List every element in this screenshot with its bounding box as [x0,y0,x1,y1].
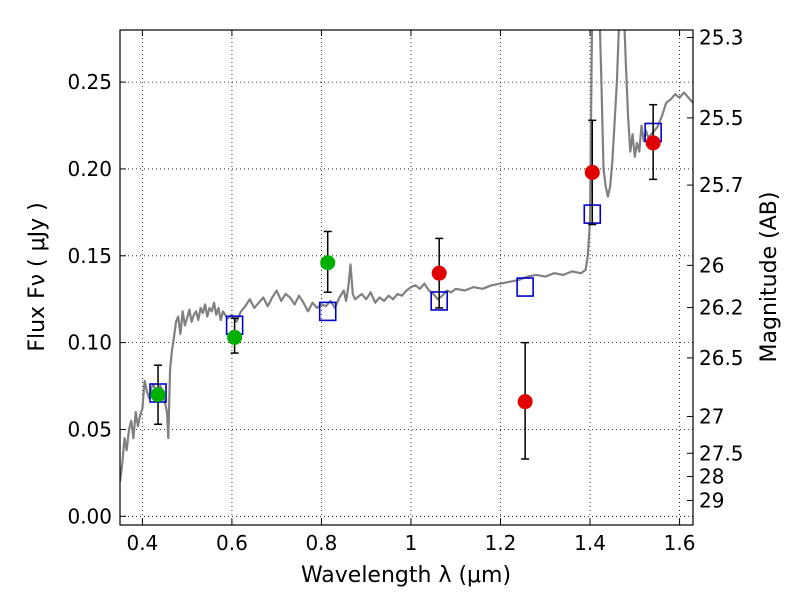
x-tick-label: 1.6 [664,531,696,555]
axis-ticks: 0.4 0.6 0.8 1 1.2 1.4 1.6 0.00 0.05 0.10 0.15 0.20 0… [67,25,743,555]
series-markers [149,103,662,460]
observed-flux-point [431,265,447,281]
grid-lines [120,30,693,525]
series-lines [120,30,693,482]
y2-tick-label: 26.2 [699,296,744,320]
y-tick-label: 0.25 [67,70,112,94]
y2-tick-label: 27 [699,404,724,428]
y-axis-label: Flux Fν ( μJy ) [25,202,50,351]
y-tick-label: 0.00 [67,504,112,528]
x-tick-label: 0.4 [126,531,158,555]
y-tick-label: 0.10 [67,331,112,355]
x-tick-label: 1.4 [574,531,606,555]
sed-model-line [120,30,693,482]
x-tick-label: 1 [405,531,418,555]
observed-flux-point [517,394,533,410]
x-axis-label: Wavelength λ (μm) [301,563,511,588]
y-tick-label: 0.20 [67,157,112,181]
x-tick-label: 1.2 [485,531,517,555]
y-tick-label: 0.15 [67,244,112,268]
y2-tick-label: 29 [699,489,724,513]
y2-tick-label: 25.5 [699,106,744,130]
y2-tick-label: 28 [699,465,724,489]
y2-tick-label: 26.5 [699,346,744,370]
observed-flux-point [150,387,166,403]
y2-tick-label: 25.7 [699,173,744,197]
y2-tick-label: 26 [699,253,724,277]
y2-tick-label: 27.5 [699,441,744,465]
y2-axis-label: Magnitude (AB) [757,192,782,363]
observed-flux-point [227,329,243,345]
plot-frame [119,29,694,526]
x-tick-label: 0.8 [306,531,338,555]
model-flux-square [318,301,337,322]
observed-flux-point [584,164,600,180]
model-flux-square [516,277,534,297]
observed-flux-point [320,255,336,271]
y2-tick-label: 25.3 [699,25,744,49]
x-tick-label: 0.6 [216,531,248,555]
y-tick-label: 0.05 [67,417,112,441]
observed-flux-point [645,135,661,151]
